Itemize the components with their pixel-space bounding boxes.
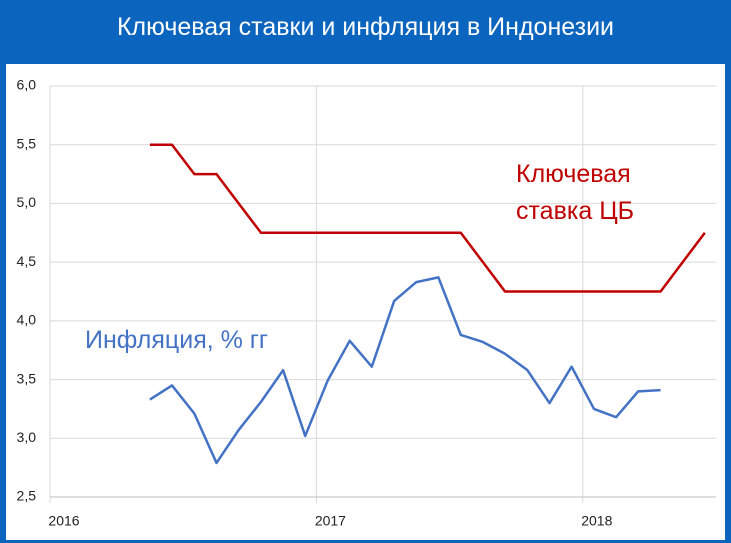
- y-tick-label: 5,5: [17, 135, 37, 151]
- y-tick-label: 3,0: [17, 429, 37, 445]
- series-label: Инфляция, % гг: [85, 326, 269, 354]
- y-tick-label: 4,0: [17, 312, 37, 328]
- data-line: [149, 276, 661, 465]
- x-tick-label: 2016: [48, 513, 79, 529]
- y-tick-label: 6,0: [17, 77, 37, 93]
- data-line: [149, 143, 706, 293]
- series-label: Ключевая ставка ЦБ: [516, 160, 635, 225]
- x-tick-label: 2017: [315, 513, 346, 529]
- y-tick-label: 2,5: [17, 488, 37, 504]
- x-tick-label: 2018: [581, 513, 612, 529]
- chart-panel: [6, 64, 725, 540]
- chart-title: Ключевая ставки и инфляция в Индонезии: [116, 13, 614, 41]
- y-tick-label: 4,5: [17, 253, 37, 269]
- y-tick-label: 3,5: [17, 370, 37, 386]
- y-tick-label: 5,0: [17, 194, 37, 210]
